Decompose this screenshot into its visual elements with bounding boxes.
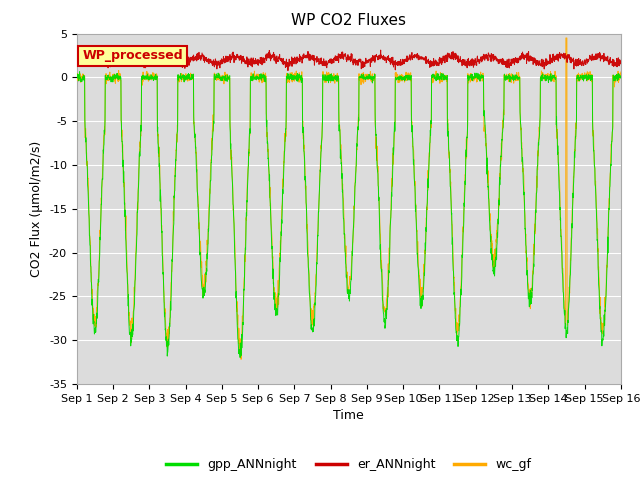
Y-axis label: CO2 Flux (μmol/m2/s): CO2 Flux (μmol/m2/s): [30, 141, 44, 277]
X-axis label: Time: Time: [333, 409, 364, 422]
Legend: gpp_ANNnight, er_ANNnight, wc_gf: gpp_ANNnight, er_ANNnight, wc_gf: [161, 453, 536, 476]
Text: WP_processed: WP_processed: [82, 49, 183, 62]
Title: WP CO2 Fluxes: WP CO2 Fluxes: [291, 13, 406, 28]
